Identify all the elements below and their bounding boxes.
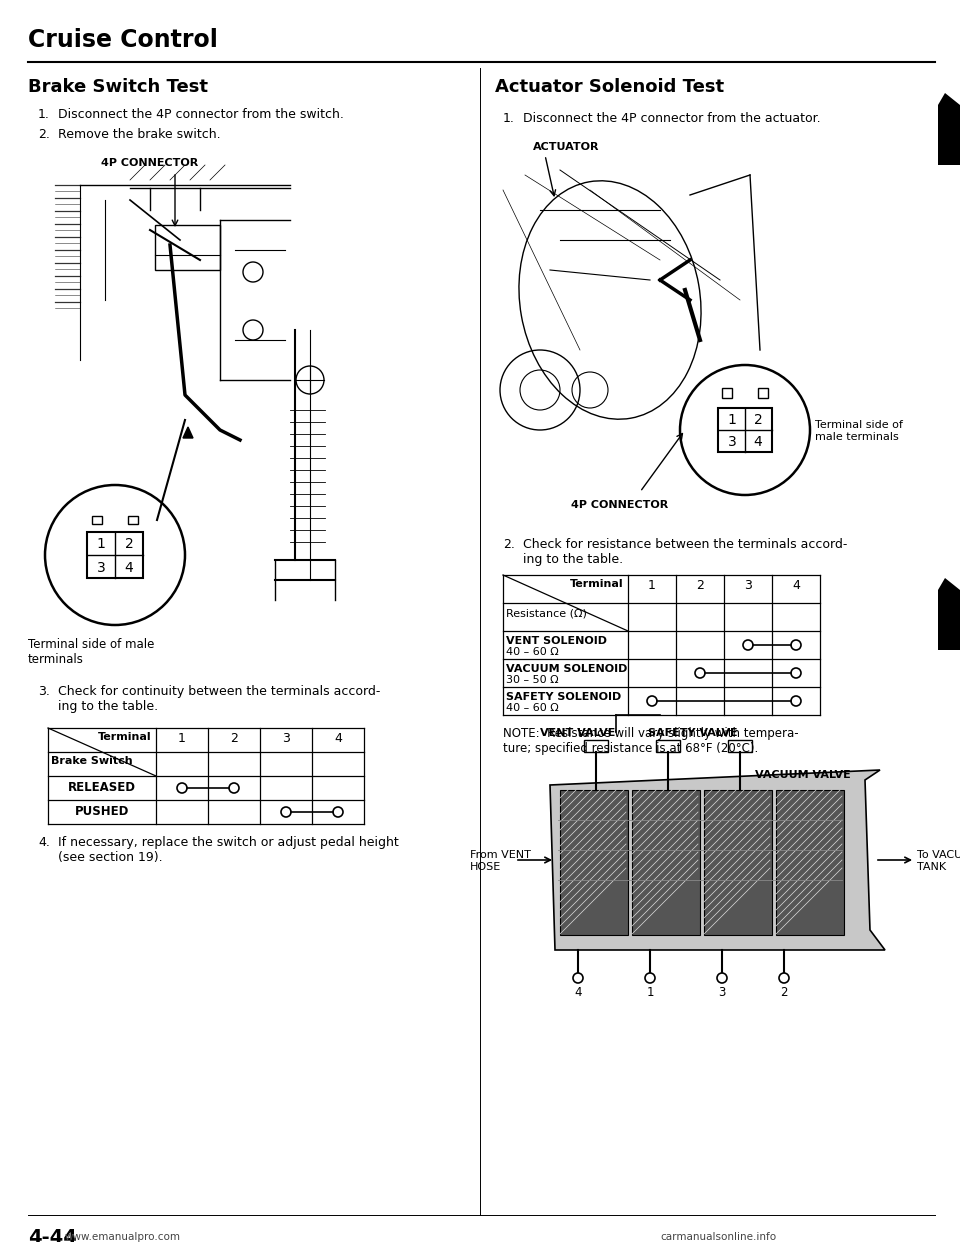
Bar [584, 740, 608, 751]
Text: 1.: 1. [503, 112, 515, 125]
Text: www.emanualpro.com: www.emanualpro.com [65, 1232, 181, 1242]
Text: 1.: 1. [38, 108, 50, 120]
Text: 2: 2 [780, 986, 788, 999]
Bar [938, 590, 960, 650]
Text: VACUUM SOLENOID: VACUUM SOLENOID [506, 664, 628, 674]
Bar [155, 225, 220, 270]
Text: Terminal side of
male terminals: Terminal side of male terminals [815, 420, 902, 442]
Text: Actuator Solenoid Test: Actuator Solenoid Test [495, 78, 724, 96]
Text: If necessary, replace the switch or adjust pedal height
(see section 19).: If necessary, replace the switch or adju… [58, 836, 398, 864]
Text: NOTE:  Resistance will vary slightly with tempera-
ture; specified resistance is: NOTE: Resistance will vary slightly with… [503, 727, 799, 755]
Text: Check for resistance between the terminals accord-
ing to the table.: Check for resistance between the termina… [523, 538, 848, 566]
Circle shape [680, 365, 810, 496]
Text: carmanualsonline.info: carmanualsonline.info [660, 1232, 776, 1242]
Text: From VENT
HOSE: From VENT HOSE [470, 850, 531, 872]
Circle shape [45, 484, 185, 625]
Text: Terminal: Terminal [97, 732, 151, 741]
Bar [632, 790, 700, 935]
Bar [758, 388, 768, 397]
Text: 1: 1 [178, 732, 186, 745]
Text: SAFETY SOLENOID: SAFETY SOLENOID [506, 692, 621, 702]
Polygon shape [183, 427, 193, 438]
Text: 40 – 60 Ω: 40 – 60 Ω [506, 703, 559, 713]
Text: PUSHED: PUSHED [75, 805, 130, 818]
Text: 4: 4 [792, 579, 800, 592]
Text: 1: 1 [97, 537, 106, 551]
Text: Disconnect the 4P connector from the switch.: Disconnect the 4P connector from the swi… [58, 108, 344, 120]
Text: 2: 2 [125, 537, 133, 551]
Text: 2: 2 [696, 579, 704, 592]
Text: 3: 3 [97, 561, 106, 575]
Text: VACUUM VALVE: VACUUM VALVE [755, 770, 851, 780]
Text: 4P CONNECTOR: 4P CONNECTOR [571, 501, 668, 510]
Bar [728, 740, 752, 751]
Text: 1: 1 [728, 414, 736, 427]
Bar [718, 409, 772, 452]
Text: 2.: 2. [503, 538, 515, 551]
Polygon shape [550, 770, 885, 950]
Text: 4: 4 [574, 986, 582, 999]
Polygon shape [938, 578, 960, 590]
Text: 3: 3 [718, 986, 726, 999]
Text: 2.: 2. [38, 128, 50, 142]
Bar [92, 515, 102, 524]
Bar [560, 790, 628, 935]
Text: 3.: 3. [38, 686, 50, 698]
Text: To VACUUM
TANK: To VACUUM TANK [917, 850, 960, 872]
Text: 4: 4 [754, 435, 762, 450]
Text: 1: 1 [646, 986, 654, 999]
Text: VENT VALVE: VENT VALVE [540, 728, 615, 738]
Text: 2: 2 [230, 732, 238, 745]
Bar [722, 388, 732, 397]
Text: 4.: 4. [38, 836, 50, 850]
Text: ACTUATOR: ACTUATOR [533, 142, 599, 152]
Text: Brake Switch Test: Brake Switch Test [28, 78, 208, 96]
Polygon shape [938, 590, 960, 650]
Text: Terminal: Terminal [570, 579, 624, 589]
Bar [938, 106, 960, 165]
Text: 1: 1 [648, 579, 656, 592]
Polygon shape [938, 106, 960, 165]
Bar [704, 790, 772, 935]
Bar [776, 790, 844, 935]
Text: Resistance (Ω): Resistance (Ω) [506, 609, 587, 619]
Bar [656, 740, 680, 751]
Text: SAFETY VALVE: SAFETY VALVE [648, 728, 737, 738]
Bar [87, 532, 143, 578]
Text: 4P CONNECTOR: 4P CONNECTOR [102, 158, 199, 168]
Text: VENT SOLENOID: VENT SOLENOID [506, 636, 607, 646]
Text: Cruise Control: Cruise Control [28, 29, 218, 52]
Text: Brake Switch: Brake Switch [51, 756, 132, 766]
Text: Remove the brake switch.: Remove the brake switch. [58, 128, 221, 142]
Bar [128, 515, 138, 524]
Text: 3: 3 [728, 435, 736, 450]
Text: 2: 2 [754, 414, 762, 427]
Text: 3: 3 [744, 579, 752, 592]
Text: Terminal side of male
terminals: Terminal side of male terminals [28, 638, 155, 666]
Text: 3: 3 [282, 732, 290, 745]
Text: 4: 4 [334, 732, 342, 745]
Text: 40 – 60 Ω: 40 – 60 Ω [506, 647, 559, 657]
Text: 30 – 50 Ω: 30 – 50 Ω [506, 674, 559, 686]
Text: RELEASED: RELEASED [68, 781, 136, 794]
Polygon shape [938, 93, 960, 106]
Text: Check for continuity between the terminals accord-
ing to the table.: Check for continuity between the termina… [58, 686, 380, 713]
Text: 4: 4 [125, 561, 133, 575]
Text: Disconnect the 4P connector from the actuator.: Disconnect the 4P connector from the act… [523, 112, 821, 125]
Text: 4-44: 4-44 [28, 1228, 77, 1242]
